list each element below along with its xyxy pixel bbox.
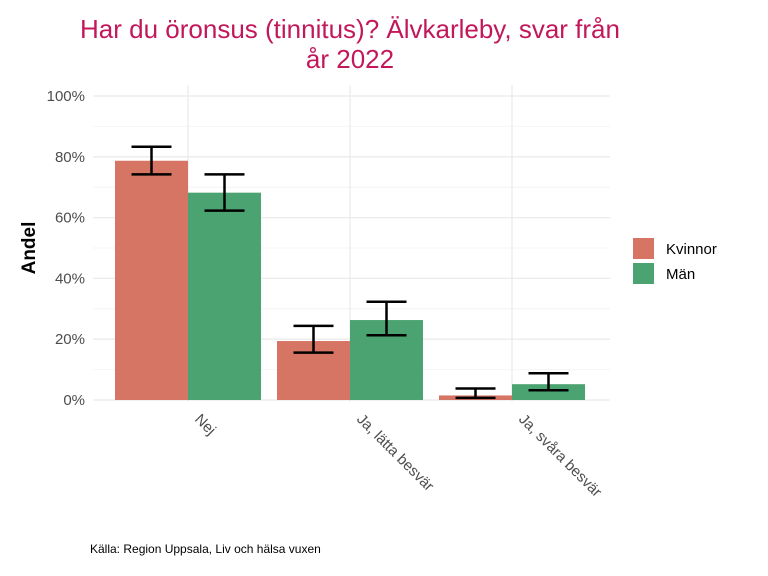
y-tick-label: 100% [47,88,85,105]
legend-label: Män [666,266,695,283]
y-tick-label: 80% [55,149,85,166]
y-tick-label: 0% [63,392,85,409]
legend-swatch [633,238,654,259]
chart-title-line-1: Har du öronsus (tinnitus)? Älvkarleby, s… [80,14,620,44]
x-tick-label: Nej [191,411,219,439]
x-tick-label: Ja, lätta besvär [353,411,437,495]
chart-title-line-2: år 2022 [306,44,394,74]
bar-män-0 [188,192,261,400]
bar-män-2 [512,384,585,400]
error-bars [131,145,569,400]
y-axis-label: Andel [19,222,40,275]
x-ticks: Nej Ja, lätta besvär Ja, svåra besvär [191,411,605,501]
y-tick-label: 20% [55,331,85,348]
legend: Kvinnor Män [633,238,717,284]
caption: Källa: Region Uppsala, Liv och hälsa vux… [90,542,321,556]
legend-swatch [633,263,654,284]
y-ticks: 0% 20% 40% 60% 80% 100% [47,88,85,409]
y-tick-label: 60% [55,210,85,227]
bar-kvinnor-0 [115,160,188,400]
legend-label: Kvinnor [666,241,717,258]
x-tick-label: Ja, svåra besvär [515,411,605,501]
y-tick-label: 40% [55,270,85,287]
